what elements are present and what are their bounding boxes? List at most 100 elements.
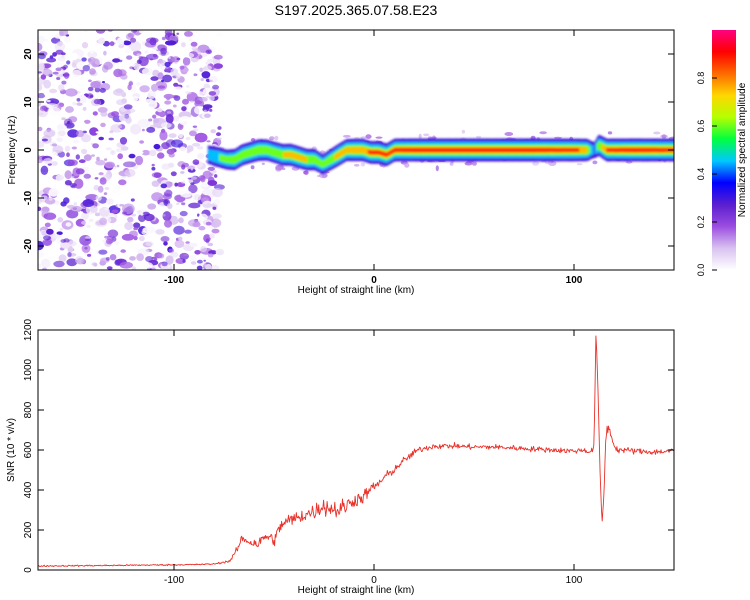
ridge-cell bbox=[321, 160, 324, 168]
noise-blob bbox=[190, 41, 198, 47]
noise-blob bbox=[94, 87, 101, 93]
noise-blob bbox=[66, 152, 70, 157]
ridge-cell bbox=[358, 146, 361, 154]
noise-blob bbox=[71, 69, 82, 78]
noise-blob bbox=[209, 108, 213, 112]
noise-blob bbox=[152, 114, 157, 119]
ridge-cell bbox=[489, 147, 492, 153]
noise-blob bbox=[81, 212, 89, 220]
ridge-speckle bbox=[539, 131, 547, 135]
ridge-cell bbox=[476, 147, 479, 153]
noise-blob bbox=[124, 221, 134, 231]
ridge-cell bbox=[327, 156, 330, 165]
noise-blob bbox=[121, 60, 129, 65]
ridge-cell bbox=[647, 147, 650, 153]
noise-blob bbox=[38, 263, 42, 269]
noise-blob bbox=[147, 90, 156, 99]
noise-blob bbox=[104, 158, 108, 161]
ridge-cell bbox=[492, 147, 495, 153]
ridge-speckle bbox=[274, 135, 279, 141]
ridge-cell bbox=[583, 146, 586, 154]
noise-blob bbox=[120, 146, 129, 151]
noise-blob bbox=[61, 80, 67, 85]
ridge-cell bbox=[299, 154, 301, 161]
ridge-speckle bbox=[554, 136, 562, 140]
noise-blob bbox=[83, 154, 92, 162]
noise-blob bbox=[51, 143, 58, 147]
noise-blob bbox=[71, 175, 75, 179]
noise-blob bbox=[98, 37, 105, 45]
ridge-cell bbox=[359, 146, 362, 154]
ridge-cell bbox=[484, 147, 487, 153]
noise-blob bbox=[138, 56, 149, 67]
ridge-cell bbox=[497, 147, 500, 153]
noise-blob bbox=[191, 176, 197, 180]
noise-blob bbox=[46, 99, 51, 103]
noise-blob bbox=[112, 58, 121, 63]
bottom-y-tick-label: 200 bbox=[23, 521, 34, 538]
noise-blob bbox=[190, 167, 194, 171]
ridge-cell bbox=[363, 147, 365, 154]
noise-blob bbox=[165, 114, 174, 124]
ridge-speckle bbox=[418, 133, 422, 140]
noise-blob bbox=[90, 58, 100, 68]
ridge-cell bbox=[483, 147, 485, 153]
ridge-cell bbox=[556, 148, 559, 153]
ridge-cell bbox=[318, 158, 321, 167]
noise-blob bbox=[72, 101, 77, 106]
noise-blob bbox=[52, 52, 57, 57]
noise-blob bbox=[136, 150, 144, 155]
noise-blob bbox=[43, 212, 57, 220]
ridge-cell bbox=[561, 148, 564, 152]
noise-blob bbox=[150, 76, 159, 81]
noise-blob bbox=[63, 64, 68, 69]
noise-blob bbox=[59, 227, 64, 231]
noise-blob bbox=[111, 111, 119, 117]
ridge-cell bbox=[414, 147, 417, 153]
ridge-cell bbox=[607, 148, 610, 152]
noise-blob bbox=[76, 102, 83, 106]
ridge-cell bbox=[399, 147, 402, 152]
noise-blob bbox=[205, 263, 212, 270]
noise-blob bbox=[52, 234, 61, 239]
ridge-cell bbox=[620, 147, 623, 152]
noise-blob bbox=[189, 130, 197, 137]
ridge-cell bbox=[500, 147, 503, 153]
noise-blob bbox=[106, 266, 113, 270]
ridge-cell bbox=[398, 147, 401, 152]
noise-blob bbox=[182, 57, 191, 66]
ridge-cell bbox=[231, 155, 234, 164]
noise-blob bbox=[119, 261, 133, 269]
ridge-cell bbox=[582, 146, 585, 154]
ridge-cell bbox=[609, 148, 612, 152]
noise-blob bbox=[48, 188, 59, 197]
colorbar bbox=[712, 30, 736, 270]
noise-blob bbox=[139, 140, 145, 144]
ridge-cell bbox=[513, 147, 516, 153]
noise-blob bbox=[56, 137, 63, 142]
noise-blob bbox=[181, 106, 187, 112]
noise-blob bbox=[185, 91, 192, 95]
noise-blob bbox=[169, 34, 179, 42]
ridge-cell bbox=[667, 148, 669, 152]
noise-blob bbox=[160, 128, 166, 134]
noise-blob bbox=[105, 198, 114, 205]
ridge-cell bbox=[468, 147, 471, 153]
top-y-tick-label: -20 bbox=[23, 238, 34, 253]
ridge-cell bbox=[604, 146, 607, 153]
noise-blob bbox=[89, 127, 99, 136]
ridge-cell bbox=[508, 147, 511, 153]
ridge-cell bbox=[379, 150, 381, 155]
noise-blob bbox=[181, 180, 186, 184]
ridge-cell bbox=[401, 147, 404, 153]
noise-blob bbox=[38, 42, 43, 52]
ridge-cell bbox=[435, 147, 437, 153]
noise-blob bbox=[211, 228, 220, 234]
noise-blob bbox=[39, 105, 47, 112]
ridge-speckle bbox=[216, 137, 222, 140]
noise-blob bbox=[89, 48, 95, 54]
noise-blob bbox=[200, 246, 207, 253]
ridge-cell bbox=[585, 146, 588, 154]
ridge-cell bbox=[227, 155, 229, 164]
noise-blob bbox=[210, 218, 222, 228]
